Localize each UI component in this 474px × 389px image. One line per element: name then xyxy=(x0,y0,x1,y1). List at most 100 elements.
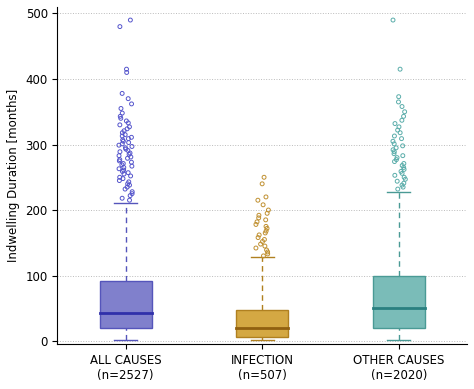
Point xyxy=(263,247,270,253)
Point xyxy=(128,189,136,195)
Point xyxy=(264,210,271,216)
Point xyxy=(125,151,133,158)
Point xyxy=(126,124,133,130)
Point xyxy=(400,164,408,170)
Point xyxy=(120,164,128,170)
Point xyxy=(125,179,133,185)
Point xyxy=(128,163,136,169)
Point xyxy=(398,117,406,123)
Point xyxy=(120,128,128,134)
Point xyxy=(398,135,405,142)
Point xyxy=(391,158,398,165)
Point xyxy=(397,168,405,175)
Point xyxy=(401,174,408,180)
Point xyxy=(126,197,133,203)
Point xyxy=(124,147,132,154)
Point xyxy=(398,103,406,110)
Point xyxy=(254,235,262,241)
Point xyxy=(396,66,404,72)
Point xyxy=(124,155,131,161)
Point xyxy=(126,182,133,188)
Point xyxy=(260,174,268,180)
Point xyxy=(392,156,400,163)
Point xyxy=(118,110,126,116)
Point xyxy=(399,143,406,149)
Point xyxy=(125,120,132,126)
Point xyxy=(122,145,129,151)
Point xyxy=(391,133,398,139)
Point xyxy=(118,141,126,147)
Point xyxy=(389,147,397,153)
Point xyxy=(262,194,270,200)
Point xyxy=(127,154,135,160)
Point xyxy=(391,121,399,127)
Point xyxy=(252,221,260,228)
Point xyxy=(255,212,263,218)
Point xyxy=(116,149,124,155)
Point xyxy=(123,126,131,132)
Point xyxy=(394,186,401,192)
Point xyxy=(259,202,267,208)
Point xyxy=(395,99,402,105)
Point xyxy=(263,225,271,231)
Point xyxy=(124,181,131,187)
Point xyxy=(258,181,266,187)
Point xyxy=(116,177,123,184)
Point xyxy=(255,232,263,238)
Point xyxy=(261,243,269,249)
Point xyxy=(123,118,130,124)
Point xyxy=(123,184,131,190)
Point xyxy=(264,249,272,255)
Point xyxy=(394,127,401,133)
Point xyxy=(395,94,402,100)
Point xyxy=(119,160,127,166)
Point xyxy=(115,166,123,172)
Point xyxy=(253,219,261,225)
Point xyxy=(118,168,126,175)
Point xyxy=(255,215,263,221)
Point xyxy=(118,133,126,139)
Point xyxy=(128,191,136,197)
Point xyxy=(391,141,398,147)
Point xyxy=(260,253,267,259)
Point xyxy=(400,160,408,166)
Point xyxy=(261,237,268,243)
Point xyxy=(115,142,123,148)
Point xyxy=(400,166,408,173)
Point xyxy=(120,167,128,173)
Point xyxy=(398,182,406,188)
Point xyxy=(117,115,125,121)
Point xyxy=(123,69,130,75)
Point xyxy=(115,152,123,159)
Point xyxy=(400,180,408,186)
Point xyxy=(399,162,406,168)
Point xyxy=(262,217,270,223)
Point xyxy=(124,170,132,176)
Point xyxy=(128,101,136,107)
Point xyxy=(399,184,407,190)
Point xyxy=(116,122,124,128)
Bar xyxy=(373,275,425,328)
Point xyxy=(124,96,132,102)
Point xyxy=(127,173,135,179)
Point xyxy=(122,146,130,152)
Bar xyxy=(100,281,152,328)
Point xyxy=(389,17,397,23)
Point xyxy=(128,134,135,140)
Point xyxy=(118,90,126,96)
Point xyxy=(128,144,136,150)
Point xyxy=(396,130,404,136)
Point xyxy=(254,197,262,203)
Point xyxy=(117,105,125,112)
Bar xyxy=(237,310,288,337)
Point xyxy=(264,251,272,257)
Point xyxy=(127,193,134,199)
Point xyxy=(395,124,403,130)
Point xyxy=(123,66,130,72)
Point xyxy=(119,175,127,182)
Point xyxy=(401,109,409,115)
Point xyxy=(391,172,399,179)
Point xyxy=(398,170,406,177)
Point xyxy=(262,230,269,236)
Point xyxy=(116,174,124,180)
